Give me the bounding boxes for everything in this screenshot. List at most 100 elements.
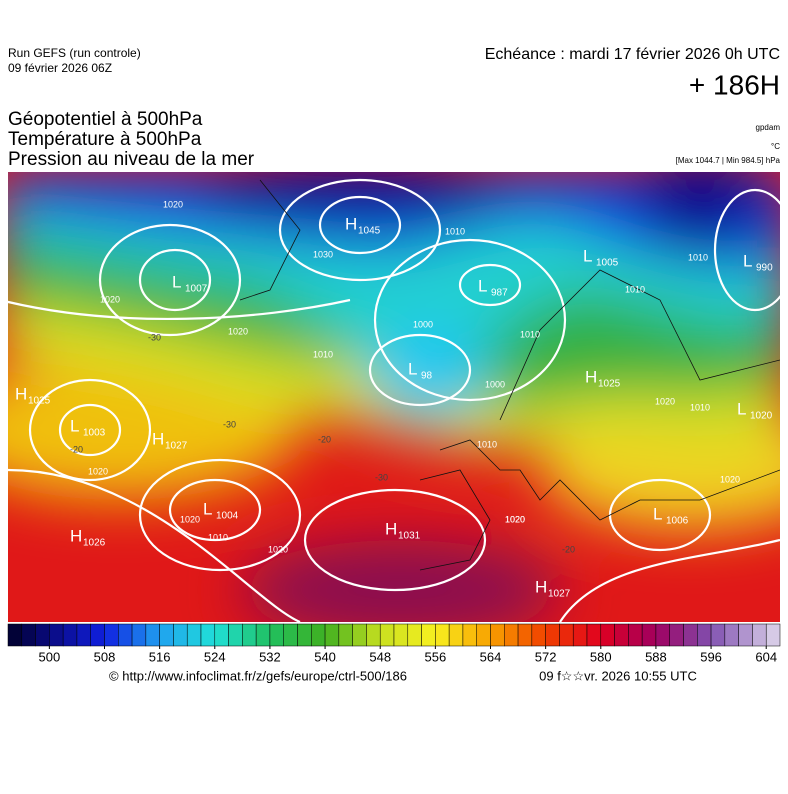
contour-label: 1020 [268,544,288,554]
center-value: 1031 [398,531,421,542]
color-swatch [545,623,560,647]
color-swatch [62,623,78,647]
color-swatch [186,623,202,647]
center-value: 1027 [548,589,571,600]
tick-label: 604 [755,649,777,664]
color-swatch [255,623,271,647]
center-value: 1007 [185,284,208,295]
center-value: 990 [756,263,773,274]
color-swatch [379,623,395,647]
color-swatch [283,623,298,647]
center-value: 987 [491,288,508,299]
color-swatch [600,623,615,647]
color-swatch [448,623,464,647]
contour-label: -20 [70,444,83,454]
source: © http://www.infoclimat.fr/z/gefs/europe… [109,668,407,683]
color-swatch [531,623,546,647]
field: Température à 500hPa [8,129,202,150]
color-swatch [35,623,50,647]
center-kind: H [152,429,164,448]
tick-label: 572 [535,649,557,664]
color-swatch [214,623,229,647]
color-swatch [159,623,174,647]
center-kind: L [653,504,662,523]
colorbar: 500 508 516 524 532 540 548 556 564 572 580 588 596 6… [7,623,781,664]
center-value: 1006 [666,516,689,527]
color-swatch [683,623,698,647]
color-swatch [586,623,602,647]
center-kind: H [345,214,357,233]
contour-label: 1010 [445,226,465,236]
center-value: 1025 [28,396,51,407]
center-kind: L [70,416,79,435]
center-kind: H [585,367,597,386]
tick-label: 556 [425,649,447,664]
tick-label: 580 [590,649,612,664]
tick-label: 548 [369,649,391,664]
map [8,172,780,622]
contour-label: 1020 [180,514,200,524]
field: Géopotentiel à 500hPa [8,109,203,130]
color-swatch [628,623,643,647]
color-swatch [324,623,340,647]
color-swatch [765,623,781,647]
center-value: 1027 [165,441,188,452]
contour-label: -20 [318,434,331,444]
color-swatch [462,623,477,647]
contour-label: 1020 [720,474,740,484]
unit: °C [771,142,780,151]
contour-label: 1010 [690,402,710,412]
unit: [Max 1044.7 | Min 984.5] hPa [676,156,781,165]
contour-label: 1010 [688,252,708,262]
color-swatch [641,623,657,647]
color-swatch [21,623,36,647]
center-value: 1003 [83,428,106,439]
center-value: 98 [421,371,433,382]
center-value: 1020 [750,411,773,422]
color-swatch [572,623,588,647]
tick-label: 588 [645,649,667,664]
center-kind: H [70,526,82,545]
center-kind: L [172,272,181,291]
contour-label: 1010 [208,532,228,542]
contour-label: 1030 [313,249,333,259]
center-kind: H [385,519,397,538]
timestamp: 09 f☆☆vr. 2026 10:55 UTC [539,668,697,683]
color-swatch [49,623,64,647]
color-swatch [407,623,422,647]
run-date: 09 février 2026 06Z [8,61,112,75]
color-swatch [269,623,284,647]
color-swatch [697,623,712,647]
center-kind: H [15,384,27,403]
center-value: 1005 [596,258,619,269]
color-swatch [118,623,133,647]
contour-label: 1010 [313,349,333,359]
color-swatch [490,623,505,647]
contour-label: 1020 [163,199,183,209]
valid: Echéance : mardi 17 février 2026 0h UTC [485,46,780,63]
color-swatch [614,623,629,647]
contour-label: 1020 [655,396,675,406]
color-swatch [7,623,23,647]
color-swatch [173,623,188,647]
color-swatch [297,623,312,647]
color-swatch [752,623,767,647]
color-swatch [200,623,216,647]
center-kind: L [408,359,417,378]
center-kind: L [478,276,487,295]
tick-label: 516 [149,649,171,664]
contour-label: 1010 [520,329,540,339]
contour-label: 1020 [100,294,120,304]
run: Run GEFS (run controle) [8,46,141,60]
color-swatch [669,623,684,647]
color-swatch [131,623,147,647]
center-value: 1004 [216,511,239,522]
color-swatch [145,623,160,647]
color-swatch [504,623,519,647]
contour-label: 1000 [413,319,433,329]
contour-label: 1000 [485,379,505,389]
contour-label: 1020 [505,514,525,524]
lead: + 186H [689,69,780,100]
contour-label: 1010 [477,439,497,449]
